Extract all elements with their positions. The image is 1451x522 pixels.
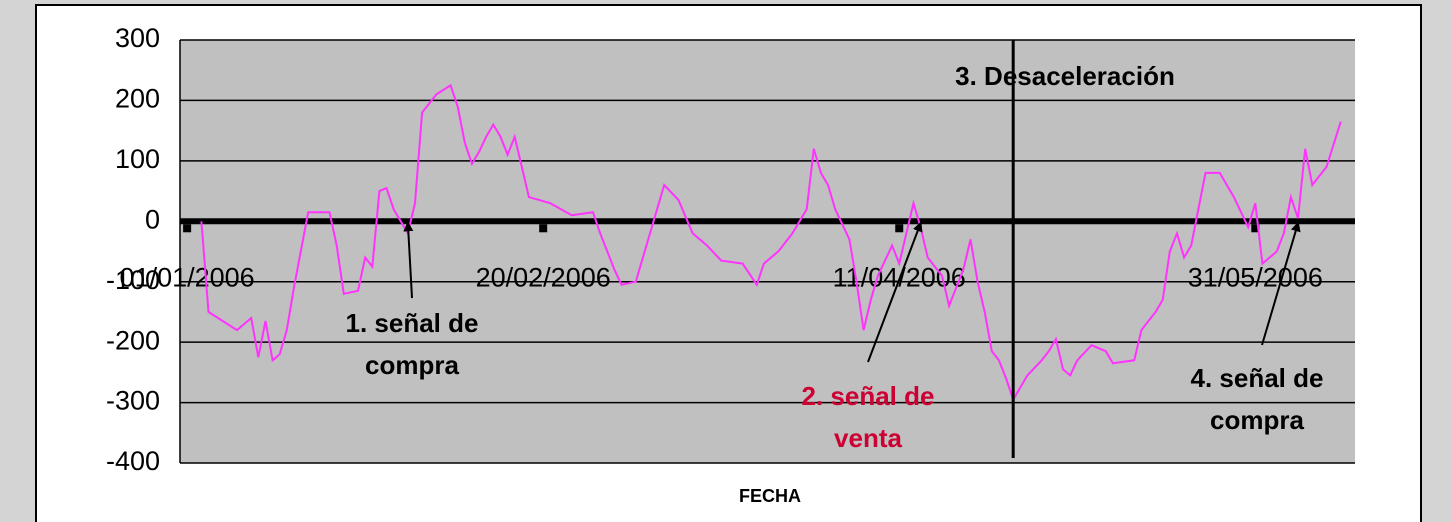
annotation-text: 1. señal de bbox=[346, 308, 479, 338]
annotation-text: compra bbox=[1210, 405, 1304, 435]
y-tick-label: -200 bbox=[106, 325, 160, 355]
annotation-arrow bbox=[403, 221, 414, 299]
y-tick-label: 300 bbox=[115, 23, 160, 53]
annotation-text: 2. señal de bbox=[802, 381, 935, 411]
data-line bbox=[200, 83, 1342, 403]
annotation-text: 3. Desaceleración bbox=[955, 61, 1175, 91]
annotation-text: 4. señal de bbox=[1191, 363, 1324, 393]
x-tick-label: 31/05/2006 bbox=[1188, 262, 1323, 292]
y-tick-label: -300 bbox=[106, 386, 160, 416]
x-tick-label: 01/01/2006 bbox=[120, 262, 255, 292]
annotation-text: compra bbox=[365, 350, 459, 380]
y-tick-label: 200 bbox=[115, 84, 160, 114]
x-tick-mark bbox=[539, 224, 548, 233]
x-tick-label: 20/02/2006 bbox=[476, 262, 611, 292]
x-axis-title: FECHA bbox=[739, 486, 801, 506]
plot-area bbox=[180, 40, 1355, 463]
x-tick-mark bbox=[895, 224, 904, 233]
y-tick-label: -400 bbox=[106, 446, 160, 476]
x-tick-mark bbox=[1251, 224, 1260, 233]
y-tick-label: 100 bbox=[115, 144, 160, 174]
y-tick-label: -100 bbox=[106, 265, 160, 295]
annotation-arrow bbox=[867, 221, 923, 363]
annotation-arrow bbox=[1261, 221, 1301, 346]
x-tick-mark bbox=[183, 224, 192, 233]
annotation-text: venta bbox=[834, 423, 902, 453]
y-tick-label: 0 bbox=[145, 204, 160, 234]
